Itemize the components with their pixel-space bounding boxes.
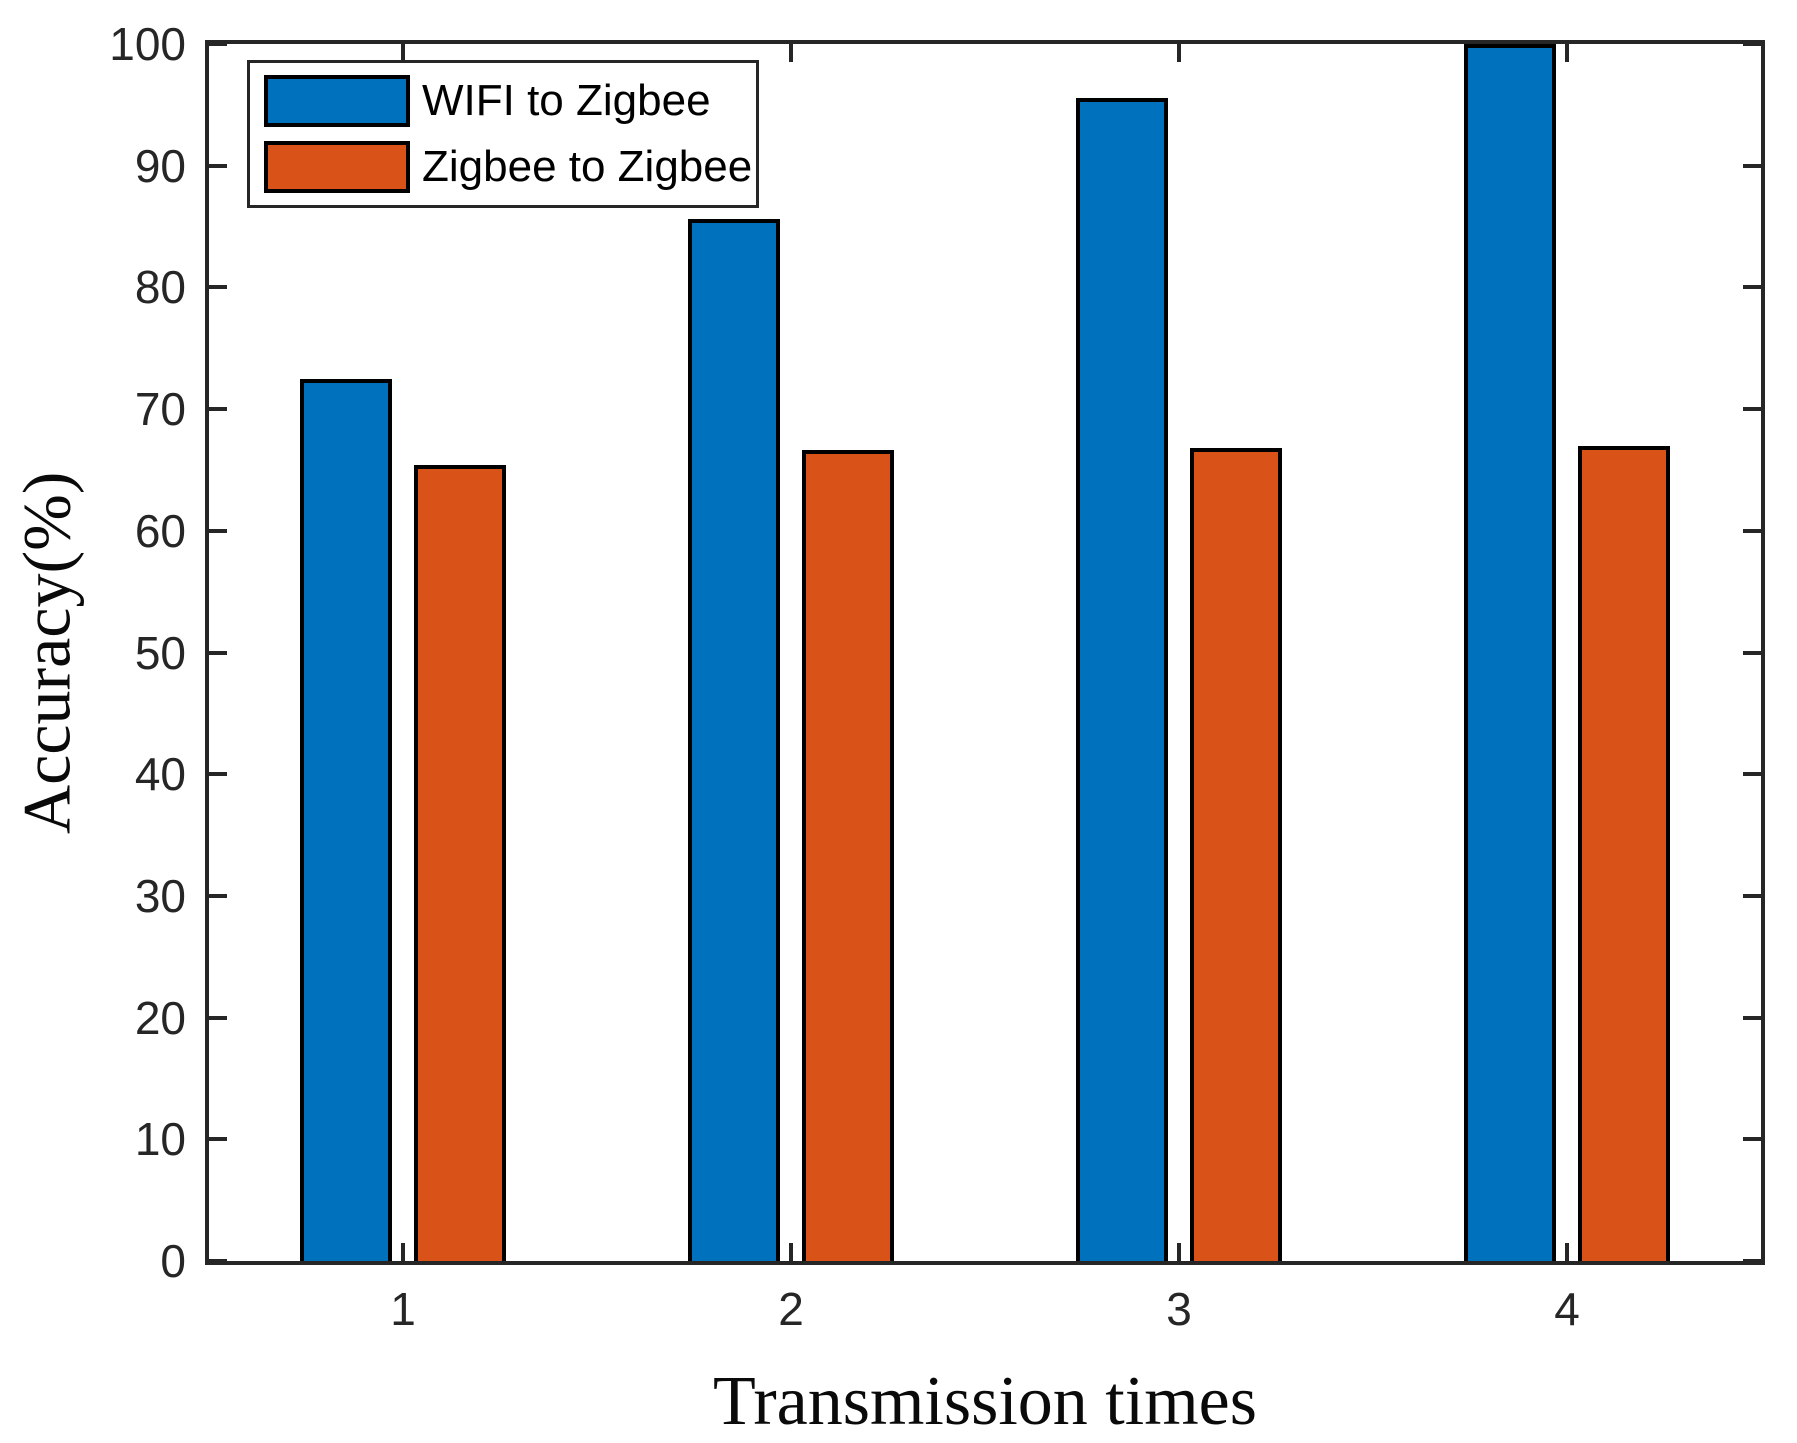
left-y-tick-0 [209,1259,227,1261]
legend-item-wifi-to-zigbee: WIFI to Zigbee [250,75,756,127]
bar-zigbee-to-zigbee-3 [1190,448,1282,1261]
y-axis-label: Accuracy(%) [8,471,85,834]
x-tick-label-4: 4 [1554,1283,1580,1335]
plot-area: WIFI to Zigbee Zigbee to Zigbee [205,40,1765,1265]
top-x-tick-1 [401,44,405,62]
bar-zigbee-to-zigbee-1 [414,465,506,1261]
bar-zigbee-to-zigbee-4 [1578,446,1670,1261]
left-y-tick-40 [209,772,227,776]
x-tick-label-1: 1 [390,1283,416,1335]
right-y-tick-60 [1743,529,1761,533]
left-y-tick-100 [209,44,227,46]
right-y-tick-70 [1743,407,1761,411]
top-x-tick-4 [1565,44,1569,62]
y-tick-label-20: 20 [134,992,186,1044]
legend: WIFI to Zigbee Zigbee to Zigbee [247,60,759,208]
legend-label-zigbee-to-zigbee: Zigbee to Zigbee [422,142,753,191]
x-tick-label-2: 2 [778,1283,804,1335]
y-tick-label-50: 50 [134,627,186,679]
bottom-x-tick-1 [401,1243,405,1261]
bar-wifi-to-zigbee-2 [688,219,780,1261]
bottom-x-tick-3 [1177,1243,1181,1261]
right-y-tick-80 [1743,285,1761,289]
y-tick-label-80: 80 [134,261,186,313]
right-y-tick-20 [1743,1016,1761,1020]
bar-zigbee-to-zigbee-2 [802,450,894,1261]
axis-ticks-layer [209,44,1761,1261]
bottom-x-tick-2 [789,1243,793,1261]
right-y-tick-10 [1743,1137,1761,1141]
left-y-tick-60 [209,529,227,533]
y-tick-label-30: 30 [134,870,186,922]
right-y-tick-40 [1743,772,1761,776]
top-x-tick-3 [1177,44,1181,62]
left-y-tick-30 [209,894,227,898]
left-y-tick-20 [209,1016,227,1020]
left-y-tick-50 [209,651,227,655]
right-y-tick-90 [1743,164,1761,168]
left-y-tick-10 [209,1137,227,1141]
left-y-tick-80 [209,285,227,289]
y-tick-label-60: 60 [134,505,186,557]
y-tick-label-10: 10 [134,1113,186,1165]
x-tick-label-3: 3 [1166,1283,1192,1335]
bar-wifi-to-zigbee-3 [1076,98,1168,1261]
bars-layer [209,44,1761,1261]
y-tick-label-90: 90 [134,140,186,192]
y-tick-label-40: 40 [134,748,186,800]
x-axis-label: Transmission times [713,1363,1257,1440]
right-y-tick-50 [1743,651,1761,655]
legend-item-zigbee-to-zigbee: Zigbee to Zigbee [250,141,756,193]
bottom-x-tick-4 [1565,1243,1569,1261]
bar-wifi-to-zigbee-1 [300,379,392,1261]
y-tick-label-70: 70 [134,383,186,435]
left-y-tick-70 [209,407,227,411]
left-y-tick-90 [209,164,227,168]
y-tick-label-0: 0 [160,1235,186,1287]
legend-label-wifi-to-zigbee: WIFI to Zigbee [422,76,711,125]
legend-swatch-wifi-to-zigbee [264,75,410,127]
y-tick-label-100: 100 [109,18,186,70]
right-y-tick-0 [1743,1259,1761,1261]
right-y-tick-100 [1743,44,1761,46]
bar-wifi-to-zigbee-4 [1464,44,1556,1261]
legend-swatch-zigbee-to-zigbee [264,141,410,193]
top-x-tick-2 [789,44,793,62]
right-y-tick-30 [1743,894,1761,898]
